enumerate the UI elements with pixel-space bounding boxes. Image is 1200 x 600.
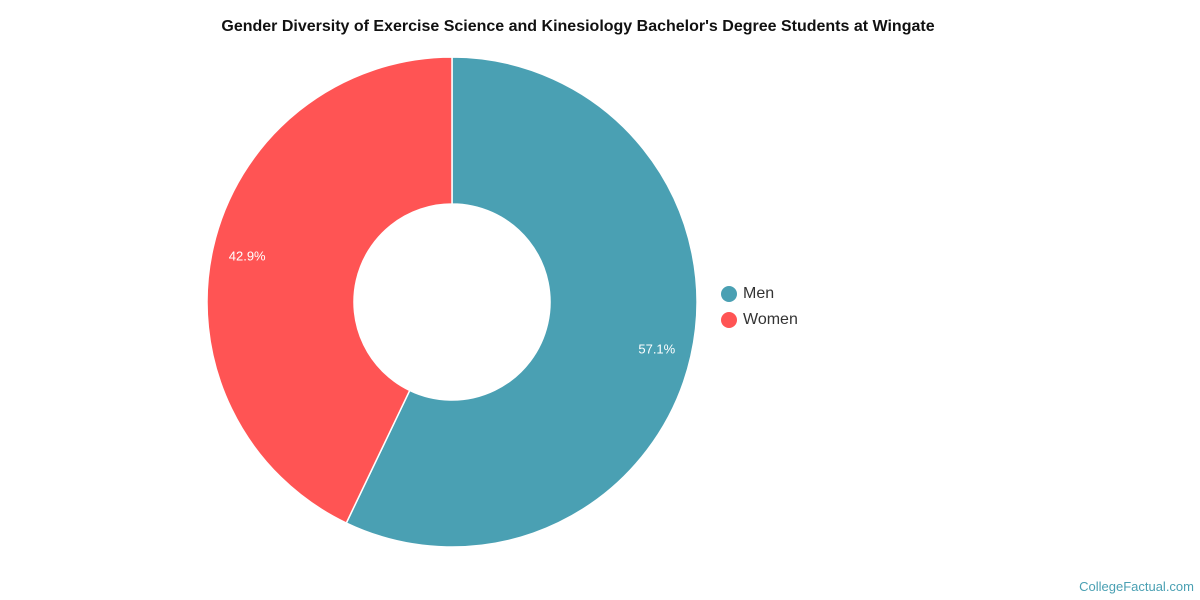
slice-women[interactable] [206, 56, 453, 525]
watermark[interactable]: CollegeFactual.com [1079, 579, 1194, 594]
data-label-men: 57.1% [638, 341, 675, 356]
legend: Men Women [721, 281, 798, 333]
legend-item-women[interactable]: Women [721, 307, 798, 333]
data-label-women: 42.9% [229, 249, 266, 264]
chart-title: Gender Diversity of Exercise Science and… [221, 18, 935, 35]
legend-label-women: Women [743, 311, 798, 328]
legend-label-men: Men [743, 285, 775, 302]
legend-swatch-women [721, 312, 737, 328]
slice-men[interactable] [345, 56, 698, 548]
legend-item-men[interactable]: Men [721, 281, 798, 307]
legend-swatch-men [721, 286, 737, 302]
